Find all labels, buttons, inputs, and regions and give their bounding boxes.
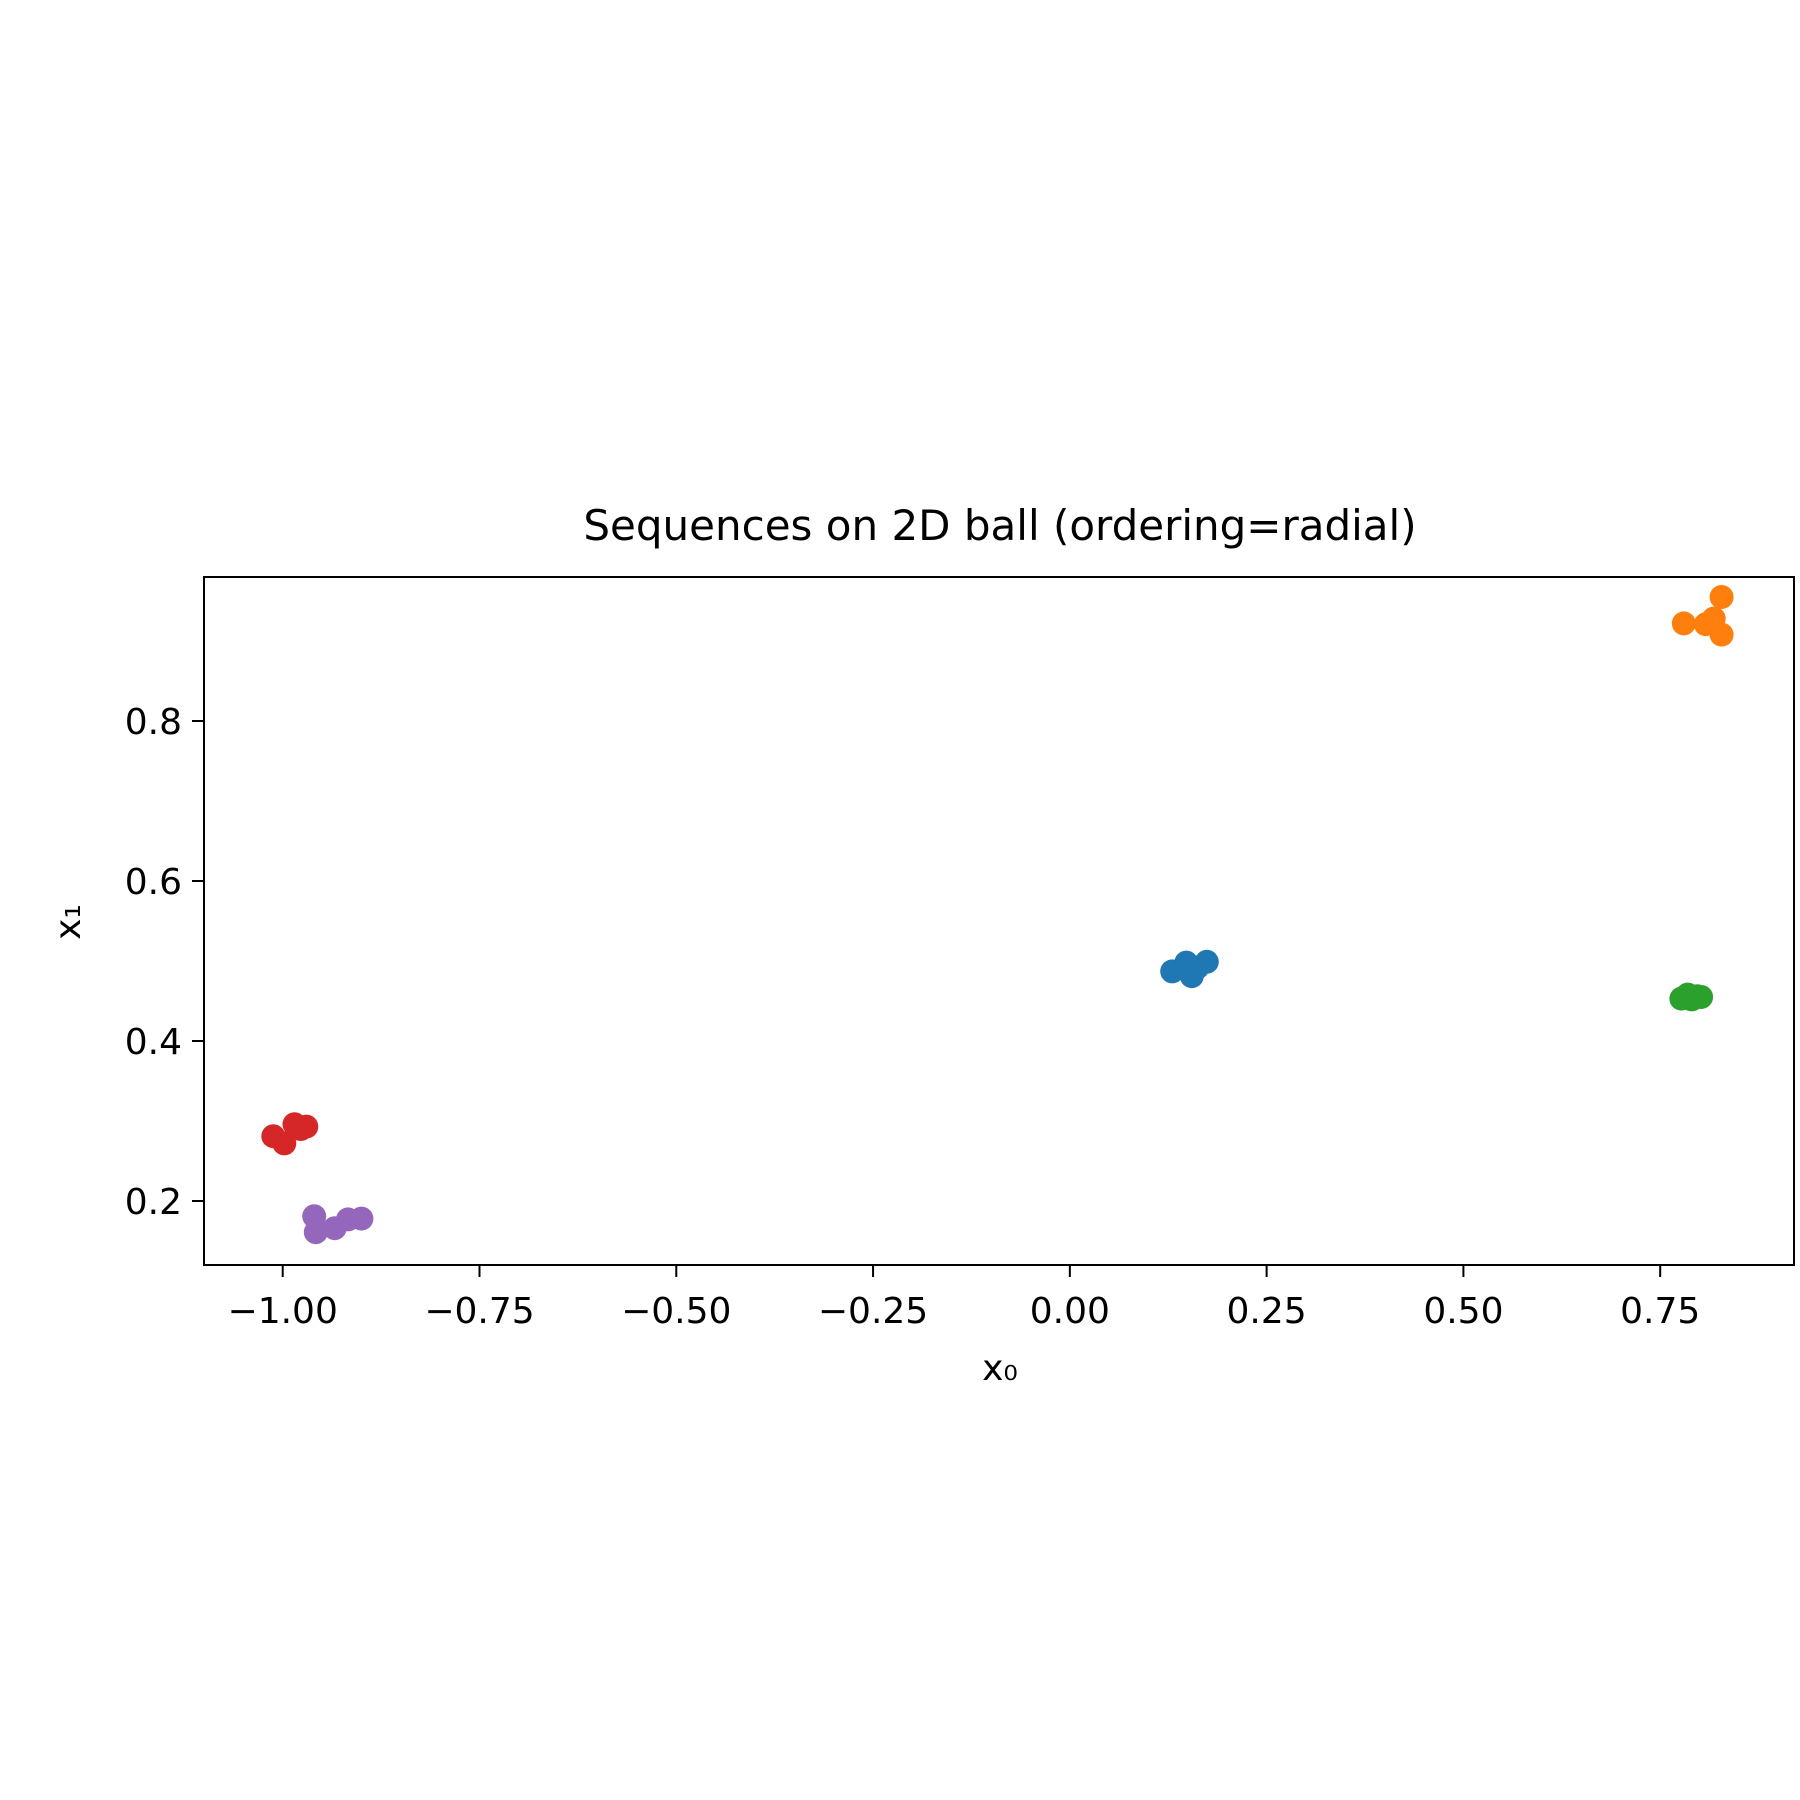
y-tick-label: 0.6 — [125, 862, 182, 903]
x-tick-label: −0.50 — [621, 1291, 731, 1332]
x-tick-label: 0.00 — [1030, 1291, 1110, 1332]
y-tick-label: 0.2 — [125, 1182, 182, 1223]
x-tick-label: 0.25 — [1227, 1291, 1307, 1332]
y-axis-ticks: 0.2 0.4 0.6 0.8 — [125, 702, 204, 1223]
data-point-s2-p4 — [1689, 985, 1714, 1009]
y-tick-label: 0.4 — [125, 1022, 182, 1063]
data-point-s0-p4 — [1194, 949, 1219, 974]
chart-title: Sequences on 2D ball (ordering=radial) — [583, 501, 1416, 550]
plot-area-frame — [203, 576, 1795, 1266]
x-tick-label: −1.00 — [228, 1291, 338, 1332]
y-axis-label: x₁ — [48, 904, 89, 940]
x-tick-label: 0.50 — [1423, 1291, 1503, 1332]
data-point-s4-p4 — [349, 1206, 374, 1231]
x-tick-label: −0.75 — [424, 1291, 534, 1332]
x-tick-label: 0.75 — [1620, 1291, 1700, 1332]
data-point-s1-p0 — [1671, 611, 1696, 636]
x-axis-ticks: −1.00 −0.75 −0.50 −0.25 0.00 0.25 0.50 0.75 — [228, 1265, 1700, 1332]
data-point-s1-p3 — [1709, 585, 1734, 609]
x-axis-label: x₀ — [982, 1348, 1018, 1389]
y-tick-label: 0.8 — [125, 702, 182, 743]
data-points — [261, 585, 1734, 1245]
data-point-s1-p4 — [1709, 622, 1734, 647]
data-point-s3-p4 — [294, 1114, 319, 1139]
data-point-s3-p1 — [272, 1131, 297, 1156]
data-point-s4-p1 — [303, 1220, 328, 1245]
x-tick-label: −0.25 — [818, 1291, 928, 1332]
